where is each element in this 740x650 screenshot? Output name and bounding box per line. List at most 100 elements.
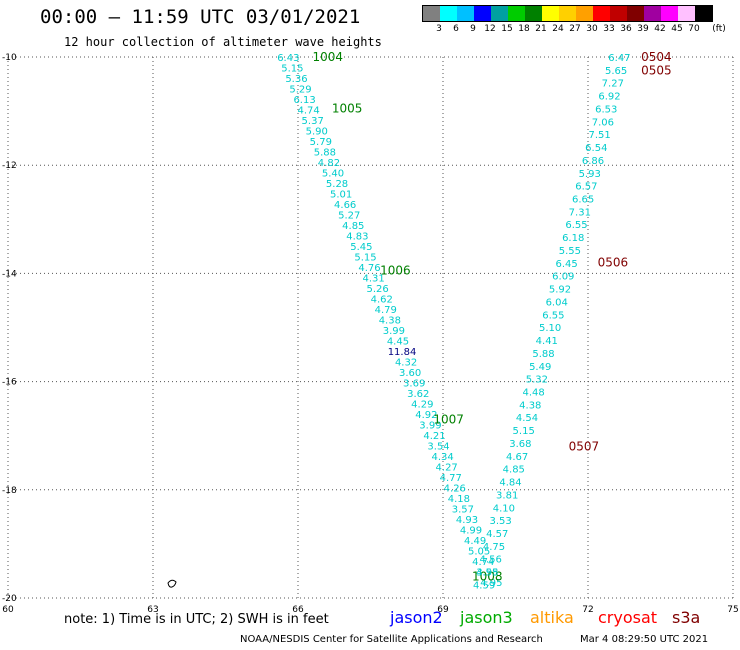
swh-value: 7.27 bbox=[602, 79, 624, 90]
swh-value: 4.92 bbox=[415, 410, 437, 421]
legend-swatch bbox=[423, 6, 440, 21]
legend-labels: 3 6 9 12 15 18 21 24 27 30 33 36 39 42 45 70 (ft) bbox=[422, 22, 726, 36]
swh-value: 6.13 bbox=[293, 95, 315, 106]
legend-swatch bbox=[593, 6, 610, 21]
swh-value: 4.74 bbox=[472, 557, 494, 568]
swh-value: 6.45 bbox=[555, 259, 577, 270]
legend-swatch bbox=[440, 6, 457, 21]
y-tick-label: -12 bbox=[2, 161, 17, 171]
swh-value: 4.85 bbox=[503, 465, 525, 476]
pass-time-label: 1005 bbox=[332, 101, 363, 115]
pass-time-label: 0507 bbox=[569, 440, 600, 454]
satellite-cryosat: cryosat bbox=[598, 608, 658, 627]
map-title: 00:00 – 11:59 UTC 03/01/2021 bbox=[40, 6, 361, 28]
satellite-s3a: s3a bbox=[672, 608, 701, 627]
legend-color-bar bbox=[422, 5, 713, 22]
swh-value: 6.55 bbox=[565, 220, 587, 231]
pass-time-label: 1004 bbox=[313, 50, 344, 64]
swh-value: 4.45 bbox=[387, 336, 409, 347]
swh-value: 5.26 bbox=[367, 284, 389, 295]
swh-value: 4.77 bbox=[440, 473, 462, 484]
swh-value: 4.29 bbox=[411, 399, 433, 410]
legend-label: 24 bbox=[552, 24, 564, 34]
swh-value: 4.99 bbox=[460, 525, 482, 536]
legend-swatch bbox=[525, 6, 542, 21]
legend-label: 42 bbox=[654, 24, 666, 34]
swh-value: 5.29 bbox=[289, 84, 311, 95]
legend-swatch bbox=[610, 6, 627, 21]
legend-label: 27 bbox=[569, 24, 581, 34]
swh-value: 5.15 bbox=[513, 426, 535, 437]
satellite-altika: altika bbox=[530, 608, 574, 627]
swh-value: 4.49 bbox=[464, 536, 486, 547]
swh-value: 6.86 bbox=[582, 156, 604, 167]
y-tick-label: -10 bbox=[2, 53, 17, 63]
pass-time-label: 1007 bbox=[433, 412, 464, 426]
legend-label: 3 bbox=[436, 24, 442, 34]
swh-value: 4.27 bbox=[436, 462, 458, 473]
swh-value: 3.53 bbox=[489, 516, 511, 527]
swh-value: 4.74 bbox=[298, 105, 320, 116]
swh-value: 5.36 bbox=[285, 74, 307, 85]
legend-swatch bbox=[661, 6, 678, 21]
swh-value: 4.41 bbox=[536, 336, 558, 347]
x-tick-label: 75 bbox=[727, 605, 738, 615]
swh-value: 5.55 bbox=[559, 246, 581, 257]
swh-value: 4.84 bbox=[499, 478, 521, 489]
y-tick-label: -20 bbox=[2, 594, 17, 604]
swh-value: 4.32 bbox=[395, 357, 417, 368]
swh-value: 5.93 bbox=[579, 169, 601, 180]
map-subtitle: 12 hour collection of altimeter wave hei… bbox=[64, 35, 382, 49]
legend-swatch bbox=[542, 6, 559, 21]
swh-value: 4.26 bbox=[444, 483, 466, 494]
swh-value: 11.84 bbox=[388, 347, 417, 358]
satellite-jason3: jason3 bbox=[460, 608, 513, 627]
swh-value: 3.95 bbox=[476, 568, 498, 579]
legend-swatch bbox=[491, 6, 508, 21]
swh-value: 5.28 bbox=[326, 179, 348, 190]
swh-value: 5.37 bbox=[302, 116, 324, 127]
legend-swatch bbox=[508, 6, 525, 21]
swh-color-legend: 3 6 9 12 15 18 21 24 27 30 33 36 39 42 45 70 (ft) bbox=[422, 5, 726, 36]
legend-swatch bbox=[457, 6, 474, 21]
swh-value: 5.88 bbox=[314, 147, 336, 158]
swh-value: 3.68 bbox=[509, 439, 531, 450]
swh-value: 6.47 bbox=[608, 53, 630, 64]
swh-value: 5.05 bbox=[468, 546, 490, 557]
footer-credit: NOAA/NESDIS Center for Satellite Applica… bbox=[240, 634, 543, 645]
swh-value: 4.38 bbox=[379, 315, 401, 326]
swh-value: 3.57 bbox=[452, 504, 474, 515]
legend-label: 30 bbox=[586, 24, 598, 34]
legend-swatch bbox=[559, 6, 576, 21]
pass-time-label: 0505 bbox=[641, 64, 672, 78]
swh-value: 6.92 bbox=[598, 92, 620, 103]
swh-value: 4.67 bbox=[506, 452, 528, 463]
swh-value: 5.49 bbox=[529, 362, 551, 373]
swh-value: 4.21 bbox=[423, 431, 445, 442]
legend-label: 18 bbox=[518, 24, 530, 34]
swh-value: 6.57 bbox=[575, 182, 597, 193]
swh-value: 7.31 bbox=[569, 207, 591, 218]
swh-value: 4.54 bbox=[516, 413, 538, 424]
y-tick-label: -18 bbox=[2, 486, 17, 496]
legend-label: 6 bbox=[453, 24, 459, 34]
legend-label: 70 bbox=[688, 24, 700, 34]
swh-value: 4.95 bbox=[480, 578, 502, 589]
swh-value: 4.57 bbox=[486, 529, 508, 540]
pass-time-label: 1006 bbox=[380, 264, 411, 278]
legend-label: 45 bbox=[671, 24, 683, 34]
swh-value: 5.45 bbox=[350, 242, 372, 253]
swh-value: 4.79 bbox=[375, 305, 397, 316]
legend-swatch bbox=[695, 6, 712, 21]
swh-value: 3.54 bbox=[427, 441, 449, 452]
x-tick-label: 66 bbox=[292, 605, 304, 615]
swh-value: 4.82 bbox=[318, 158, 340, 169]
swh-value: 4.62 bbox=[371, 294, 393, 305]
swh-value: 5.92 bbox=[549, 285, 571, 296]
y-tick-label: -14 bbox=[2, 269, 17, 279]
legend-label: 9 bbox=[470, 24, 476, 34]
swh-value: 3.81 bbox=[496, 490, 518, 501]
legend-label: 33 bbox=[603, 24, 615, 34]
island-shape bbox=[167, 579, 177, 588]
swh-value: 4.85 bbox=[342, 221, 364, 232]
